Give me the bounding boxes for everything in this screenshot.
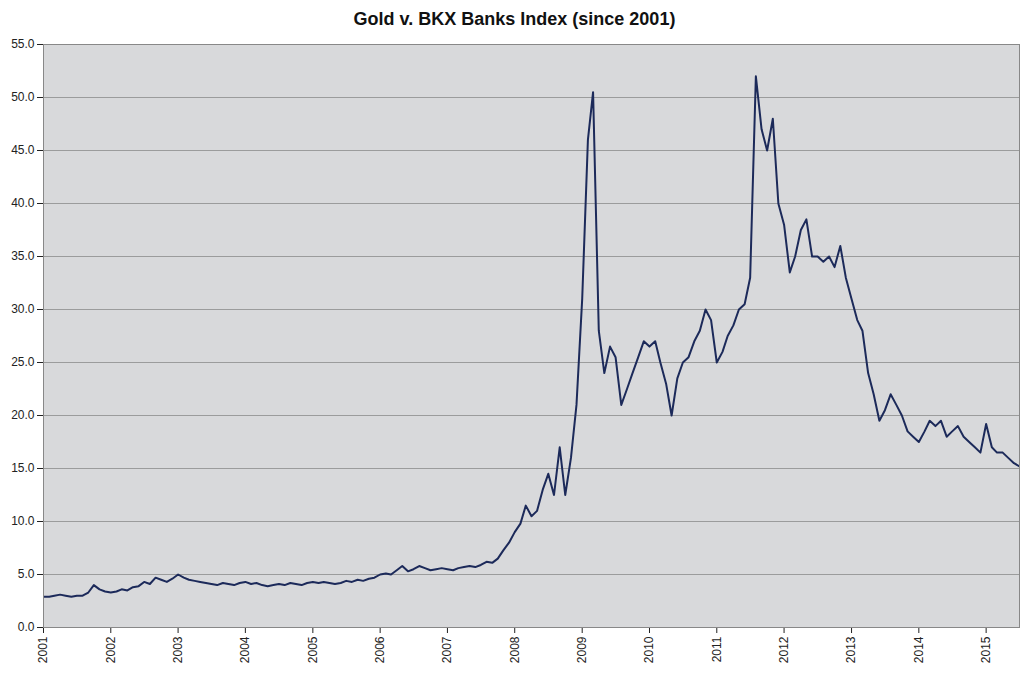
svg-text:45.0: 45.0 bbox=[11, 143, 35, 157]
html-text:Gold v. BKX Banks Index (since: Gold v. BKX Banks Index (since 2001) bbox=[353, 9, 676, 29]
svg-text:40.0: 40.0 bbox=[11, 196, 35, 210]
svg-text:2008: 2008 bbox=[508, 636, 522, 663]
svg-text:2006: 2006 bbox=[373, 636, 387, 663]
svg-text:2004: 2004 bbox=[238, 636, 252, 663]
svg-text:2005: 2005 bbox=[306, 636, 320, 663]
svg-text:2009: 2009 bbox=[575, 636, 589, 663]
svg-text:10.0: 10.0 bbox=[11, 514, 35, 528]
svg-text:2010: 2010 bbox=[642, 636, 656, 663]
svg-text:2007: 2007 bbox=[440, 636, 454, 663]
svg-text:50.0: 50.0 bbox=[11, 90, 35, 104]
svg-text:5.0: 5.0 bbox=[18, 567, 35, 581]
svg-text:55.0: 55.0 bbox=[11, 37, 35, 51]
svg-text:2015: 2015 bbox=[979, 636, 993, 663]
svg-text:2014: 2014 bbox=[912, 636, 926, 663]
svg-text:15.0: 15.0 bbox=[11, 461, 35, 475]
svg-text:2013: 2013 bbox=[844, 636, 858, 663]
svg-text:2012: 2012 bbox=[777, 636, 791, 663]
svg-text:20.0: 20.0 bbox=[11, 408, 35, 422]
svg-text:25.0: 25.0 bbox=[11, 355, 35, 369]
svg-text:0.0: 0.0 bbox=[18, 620, 35, 634]
svg-text:35.0: 35.0 bbox=[11, 249, 35, 263]
svg-text:2002: 2002 bbox=[104, 636, 118, 663]
svg-text:2003: 2003 bbox=[171, 636, 185, 663]
svg-text:30.0: 30.0 bbox=[11, 302, 35, 316]
svg-text:2011: 2011 bbox=[710, 636, 724, 662]
svg-text:2001: 2001 bbox=[36, 636, 50, 663]
